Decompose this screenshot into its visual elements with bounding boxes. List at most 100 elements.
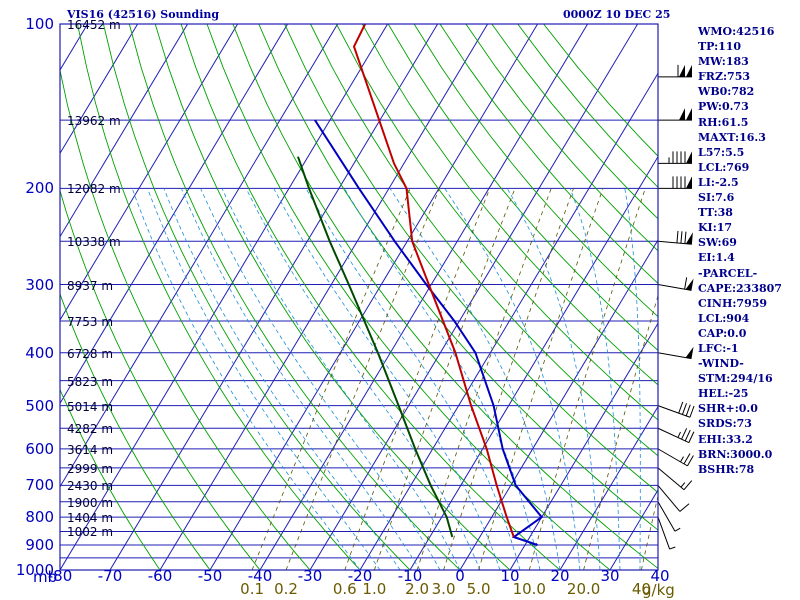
temperature-tick-label: -80 (47, 567, 73, 585)
background-grid (60, 24, 658, 570)
dry-adiabat-line (336, 24, 658, 421)
dry-adiabat-line (439, 24, 658, 284)
pressure-tick-label: 600 (25, 439, 54, 458)
dry-adiabat-line (180, 24, 561, 570)
height-label: 2999 m (67, 461, 114, 476)
index-item: SHR+:0.0 (698, 402, 758, 416)
moist-adiabat-line (245, 188, 481, 570)
moist-adiabat-line (147, 188, 381, 570)
wind-barb (657, 501, 681, 532)
pressure-tick-label: 500 (25, 396, 54, 415)
dry-adiabat-line (284, 24, 658, 494)
station-title: VIS16 (42516) Sounding (67, 8, 220, 21)
wind-barb-half (680, 482, 686, 488)
pressure-tick-label: 400 (25, 343, 54, 362)
wind-barb-half (669, 546, 676, 550)
dry-adiabat-line (465, 24, 658, 252)
index-item: EHI:33.2 (698, 432, 753, 446)
wind-barb (657, 401, 695, 418)
dry-adiabat-line (60, 388, 161, 570)
isotherm-line (109, 24, 439, 570)
wind-barb-full (684, 429, 691, 442)
height-label: 10338 m (67, 235, 121, 250)
temperature-tick-label: 30 (600, 567, 620, 585)
temperature-tick-label: -70 (97, 567, 123, 585)
index-item: SI:7.6 (698, 191, 735, 205)
index-item: RH:61.5 (698, 115, 749, 129)
isotherm-line (60, 24, 239, 321)
pressure-tick-label: 1000 (15, 561, 54, 579)
index-item: CAP:0.0 (698, 326, 747, 340)
moist-adiabat-line (444, 188, 581, 570)
index-item: LI:-2.5 (698, 175, 739, 189)
index-item: LCL:769 (698, 160, 750, 174)
wind-barb-staff (657, 448, 688, 467)
dry-adiabat-line (60, 68, 311, 570)
temperature-tick-label: -30 (297, 567, 323, 585)
wind-barb-pennant (679, 64, 685, 77)
index-item: MW:183 (698, 55, 749, 69)
dry-adiabat-line (232, 24, 658, 569)
wind-barb-staff (657, 284, 692, 291)
isotherm-line (359, 72, 658, 570)
moist-adiabat-line (273, 188, 501, 570)
wind-barb-staff (657, 405, 691, 418)
wind-barb-full (681, 428, 688, 440)
dewpoint-profile-line (314, 119, 544, 546)
wind-barb-full (683, 453, 691, 465)
wind-barb-staff (657, 516, 671, 550)
wind-barb (657, 448, 694, 467)
wind-barb-staff (657, 485, 681, 512)
index-item: CAPE:233807 (698, 281, 782, 295)
index-item: L57:5.5 (698, 145, 745, 159)
index-item: CINH:7959 (698, 296, 768, 310)
mixing-ratio-line (416, 188, 552, 570)
isotherm-line (60, 24, 189, 238)
isotherm-line (60, 24, 389, 570)
pressure-tick-label: 300 (25, 275, 54, 294)
height-label: 16452 m (67, 18, 121, 32)
mixing-ratio-label: 10.0 (512, 580, 546, 598)
dry-adiabat-line (387, 24, 658, 351)
parcel-path-line (297, 156, 454, 538)
wind-barb-full (683, 480, 693, 491)
temperature-tick-label: -10 (397, 567, 423, 585)
wind-barb (657, 427, 695, 444)
height-label: 12082 m (67, 182, 121, 197)
stability-indices-panel: WMO:42516 TP:110 MW:183 FRZ:753 WB0:782 PW:0.… (698, 24, 782, 477)
wind-barb (657, 467, 693, 491)
wind-barb (658, 151, 692, 164)
isotherm-line (159, 24, 489, 570)
isotherm-line (60, 24, 139, 155)
mixing-ratio-label: 2.0 (405, 580, 430, 598)
wind-barb-full (685, 404, 691, 417)
mixing-ratio-label: 0.1 (240, 580, 265, 598)
temperature-tick-label: 40 (650, 567, 670, 585)
pressure-tick-label: 900 (25, 536, 54, 555)
wind-barb-full (689, 405, 695, 418)
height-label: 1404 m (67, 511, 114, 526)
wind-barb (658, 64, 692, 78)
index-item: HEL:-25 (698, 387, 749, 401)
temperature-tick-label: -40 (247, 567, 273, 585)
wind-barb (657, 516, 676, 550)
wind-barb-pennant (685, 278, 694, 291)
isotherm-line (559, 405, 658, 570)
wind-barb-pennant (679, 108, 685, 121)
index-item: WMO:42516 (698, 25, 775, 38)
index-item: STM:294/16 (698, 372, 773, 386)
wind-barb-pennant (686, 64, 692, 77)
moist-adiabat-line (131, 188, 361, 570)
sounding-profiles (297, 24, 544, 546)
wind-barb-full (680, 231, 683, 244)
dry-adiabat-line (310, 24, 658, 457)
isotherm-line (60, 24, 289, 405)
dry-adiabat-line (361, 24, 658, 386)
pressure-tick-label: 700 (25, 476, 54, 495)
wind-barb-full (684, 231, 687, 244)
pressure-tick-label: 200 (25, 179, 54, 198)
wind-barb (657, 485, 690, 512)
wind-barb (657, 230, 693, 245)
temperature-tick-label: -60 (147, 567, 173, 585)
wind-barb-full (676, 230, 679, 243)
